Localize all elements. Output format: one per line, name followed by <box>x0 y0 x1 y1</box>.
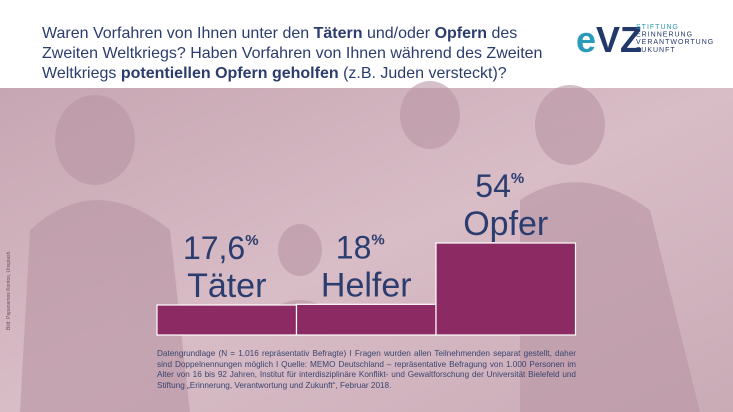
category-label: Täter <box>187 267 266 305</box>
logo-mark-vz: VZ <box>596 19 642 60</box>
footnote: Datengrundlage (N = 1.016 repräsentativ … <box>157 349 576 390</box>
title-line: Waren Vorfahren von Ihnen unter den Täte… <box>42 25 517 42</box>
value-label-group: 17,6% <box>183 230 259 266</box>
logo-line: STIFTUNG <box>636 24 679 31</box>
logo-mark-e: e <box>576 19 596 60</box>
value-label-group: 18% <box>336 229 385 265</box>
logo-line: ERINNERUNG <box>636 32 693 39</box>
title: Waren Vorfahren von Ihnen unter den Täte… <box>42 25 542 82</box>
value-label: 54 <box>475 168 511 204</box>
header-bg <box>0 0 733 88</box>
value-unit: % <box>511 170 524 187</box>
title-line: Zweiten Weltkriegs? Haben Vorfahren von … <box>42 45 542 62</box>
title-part: (z.B. Juden versteckt)? <box>339 65 507 82</box>
bar <box>295 303 437 336</box>
logo-mark: eVZ <box>576 19 642 60</box>
title-part: Waren Vorfahren von Ihnen unter den <box>42 25 314 42</box>
value-label: 18 <box>336 229 372 265</box>
title-part: und/oder <box>363 25 435 42</box>
title-part: Weltkriegs <box>42 65 121 82</box>
value-unit: % <box>245 232 258 249</box>
category-label: Opfer <box>463 205 548 243</box>
bar <box>156 304 298 336</box>
bar <box>435 242 577 336</box>
logo: eVZ STIFTUNGERINNERUNGVERANTWORTUNGZUKUN… <box>576 19 714 60</box>
title-line: Weltkriegs potentiellen Opfern geholfen … <box>42 65 507 82</box>
title-part: potentiellen Opfern geholfen <box>121 65 339 82</box>
photo-credit: Bild: Papanamos Kontos, Unsplash <box>6 251 12 330</box>
title-part: Tätern <box>314 25 363 42</box>
value-unit: % <box>371 231 384 248</box>
value-label: 17,6 <box>183 230 245 266</box>
title-part: des <box>487 25 517 42</box>
category-label: Helfer <box>321 266 412 304</box>
logo-line: VERANTWORTUNG <box>636 39 714 46</box>
logo-line: ZUKUNFT <box>636 47 676 54</box>
value-label-group: 54% <box>475 168 524 204</box>
title-part: Opfern <box>435 25 487 42</box>
title-part: Zweiten Weltkriegs? Haben Vorfahren von … <box>42 45 542 62</box>
